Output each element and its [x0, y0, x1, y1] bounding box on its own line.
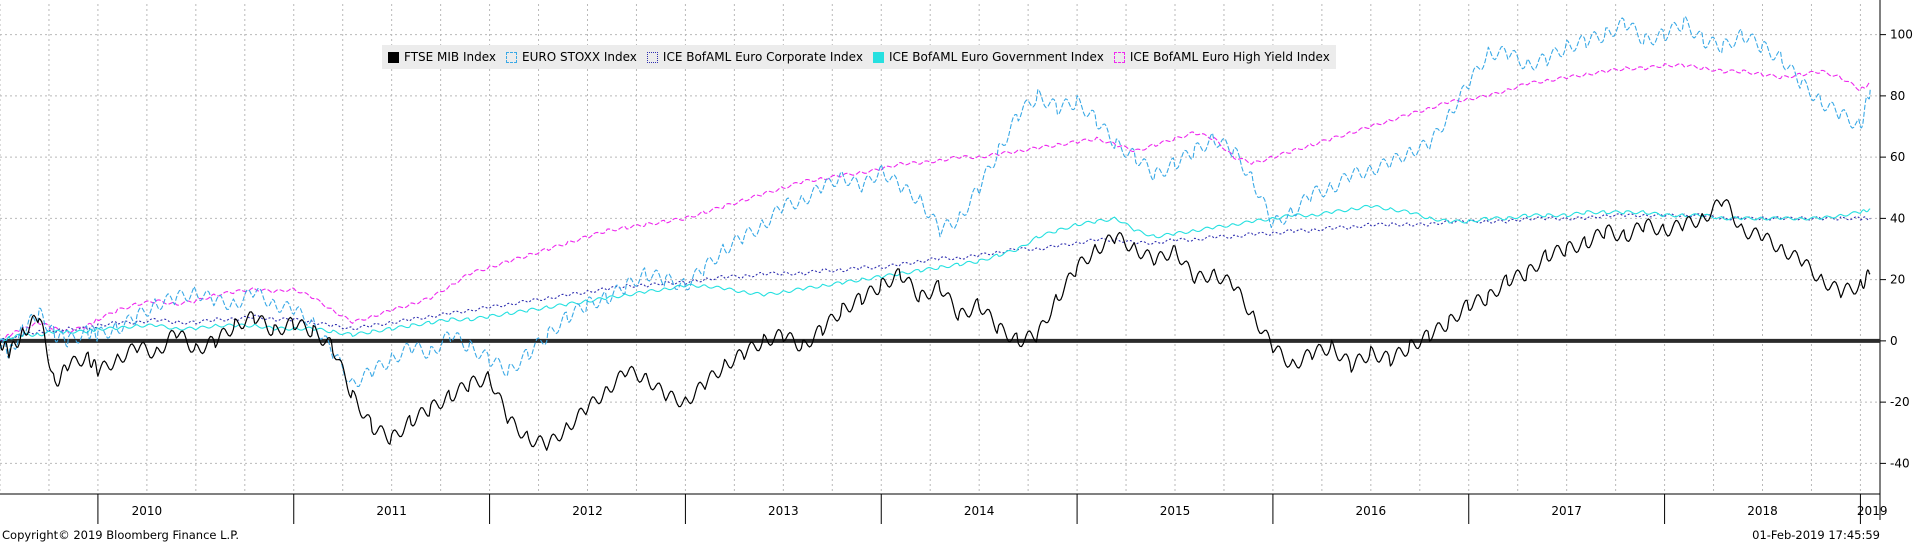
- x-tick-label: 2018: [1747, 504, 1778, 518]
- legend-label: ICE BofAML Euro High Yield Index: [1129, 50, 1330, 64]
- y-axis-ticks: 100 80 60 40 20 0 -20 -40: [1880, 28, 1913, 470]
- y-tick-label: 20: [1890, 273, 1905, 287]
- y-tick-label: 60: [1890, 150, 1905, 164]
- x-tick-label: 2010: [132, 504, 163, 518]
- legend-item: ICE BofAML Euro Corporate Index: [646, 50, 863, 64]
- series-line-ftse-mib-index: [0, 199, 1871, 451]
- series-line-ice-bofaml-euro-corporate-index: [0, 213, 1871, 343]
- legend-item: ICE BofAML Euro Government Index: [872, 50, 1104, 64]
- y-tick-label: -40: [1890, 456, 1910, 470]
- x-tick-label: 2013: [768, 504, 799, 518]
- x-tick-label: 2016: [1356, 504, 1387, 518]
- x-tick-label: 2012: [572, 504, 603, 518]
- x-tick-label: 2017: [1551, 504, 1582, 518]
- y-tick-label: 80: [1890, 89, 1905, 103]
- legend-label: ICE BofAML Euro Government Index: [888, 50, 1104, 64]
- y-tick-label: 100: [1890, 28, 1913, 42]
- legend-swatch: [506, 51, 518, 63]
- x-axis-labels: 2010 2011 2012 2013 2014 2015 2016 2017 2018 2019: [97, 494, 1888, 524]
- legend-label: EURO STOXX Index: [522, 50, 637, 64]
- axes: [0, 0, 1881, 520]
- copyright-text: Copyright© 2019 Bloomberg Finance L.P.: [2, 528, 239, 542]
- gridlines: [0, 4, 1880, 494]
- y-tick-label: 40: [1890, 211, 1905, 225]
- x-tick-label: 2014: [964, 504, 995, 518]
- y-tick-label: -20: [1890, 395, 1910, 409]
- series-line-ice-bofaml-euro-government-index: [0, 204, 1871, 342]
- legend-item: FTSE MIB Index: [388, 50, 496, 64]
- legend-swatch: [388, 51, 399, 63]
- series-lines: [0, 16, 1871, 451]
- x-tick-label: 2019: [1857, 504, 1888, 518]
- legend-label: ICE BofAML Euro Corporate Index: [662, 50, 863, 64]
- x-tick-label: 2011: [376, 504, 407, 518]
- legend-swatch: [1113, 51, 1125, 63]
- timestamp-text: 01-Feb-2019 17:45:59: [1752, 528, 1880, 542]
- series-line-ice-bofaml-euro-high-yield-index: [0, 63, 1871, 341]
- series-line-euro-stoxx-index: [0, 16, 1871, 387]
- legend-swatch: [872, 51, 884, 63]
- legend-item: EURO STOXX Index: [506, 50, 637, 64]
- x-tick-label: 2015: [1160, 504, 1191, 518]
- legend-label: FTSE MIB Index: [404, 50, 497, 64]
- legend-item: ICE BofAML Euro High Yield Index: [1113, 50, 1330, 64]
- y-tick-label: 0: [1890, 334, 1898, 348]
- legend-swatch: [646, 51, 658, 63]
- legend: FTSE MIB Index EURO STOXX Index ICE BofAML…: [382, 45, 1336, 69]
